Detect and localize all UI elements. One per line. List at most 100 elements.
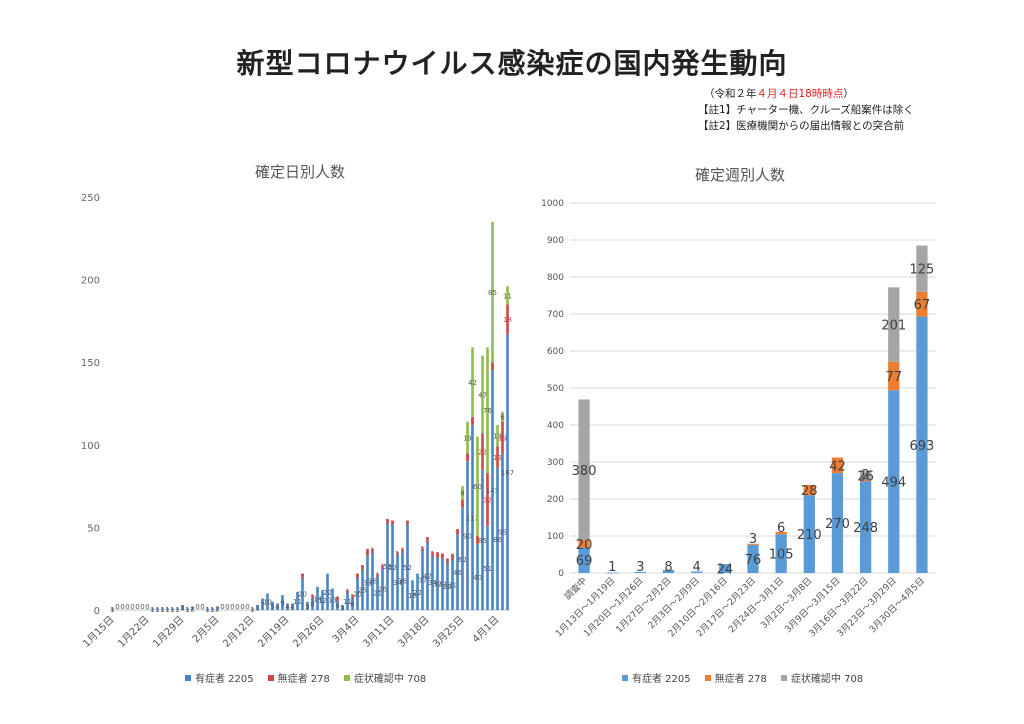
legend-weekly-asymptomatic: 無症者 278 [704,670,767,685]
weekly-data-label: 6 [777,521,785,536]
weekly-y-tick-label: 400 [547,421,564,431]
daily-bar-segment [261,598,264,610]
daily-data-label: 52 [403,564,412,572]
daily-bar-segment [461,486,464,500]
daily-bar-segment [471,347,474,417]
weekly-bar-segment [775,531,787,535]
daily-bar-segment [396,553,399,610]
daily-data-label: 3 [455,529,459,537]
daily-data-label: 0 [140,603,144,611]
weekly-y-tick-label: 600 [547,347,564,357]
daily-bar-segment [461,499,464,508]
weekly-bar-segment [634,571,647,573]
daily-data-label: 86 [493,536,502,544]
daily-data-label: 2 [335,595,339,603]
daily-data-label: 37 [418,576,427,584]
daily-data-label: 1 [350,593,354,601]
daily-data-label: 5 [305,603,309,611]
daily-data-label: 42 [468,379,477,387]
daily-data-label: 36 [368,577,377,585]
daily-data-label: 22 [478,448,487,456]
daily-bar-segment [276,603,279,610]
daily-bar-segment [166,608,169,610]
daily-bar-segment [406,524,409,610]
daily-data-label: 5 [475,537,479,545]
weekly-data-label: 3 [636,560,644,575]
daily-data-label: 13 [493,433,502,441]
daily-data-label: 2 [190,605,194,613]
daily-data-label: 5 [270,603,274,611]
daily-bar-segment [156,608,159,610]
daily-y-tick-label: 50 [87,523,100,534]
daily-y-tick-label: 0 [94,606,100,617]
legend-confirming: 症状確認中 708 [343,670,426,685]
daily-data-label: 2 [215,605,219,613]
daily-bar-segment [381,567,384,610]
daily-bar-segment [256,605,259,610]
daily-bar-segment [346,590,349,592]
weekly-bar-segment [803,495,815,573]
daily-bar-segment [336,600,339,610]
daily-bar-segment [496,424,499,447]
daily-y-tick-label: 200 [81,276,100,287]
daily-bar-segment [431,552,434,554]
daily-data-label: 1 [370,547,374,555]
daily-bar-segment [501,411,504,422]
daily-data-label: 47 [478,391,487,399]
daily-bar-segment [476,543,479,610]
daily-data-label: 34 [428,579,437,587]
daily-data-label: 18 [408,592,417,600]
daily-bar-segment [396,552,399,554]
daily-bar-segment [471,424,474,610]
daily-data-label: 145 [486,487,499,495]
weekly-y-tick-label: 300 [547,458,564,468]
daily-data-label: 0 [125,603,129,611]
daily-data-label: 1 [430,550,434,558]
daily-data-label: 1 [250,606,254,614]
daily-data-label: 5 [470,418,474,426]
daily-data-label: 0 [230,603,234,611]
daily-bar-segment [466,453,469,462]
daily-data-label: 0 [240,603,244,611]
weekly-data-label: 8 [664,560,672,575]
daily-bar-segment [316,586,319,610]
daily-bar-segment [321,590,324,610]
daily-bar-segment [171,608,174,610]
weekly-x-tick-label: 調査中 [562,575,590,603]
daily-data-label: 0 [120,603,124,611]
weekly-y-tick-label: 0 [558,569,564,579]
weekly-data-label: 28 [801,484,818,499]
daily-data-label: 1 [375,571,379,579]
daily-data-label: 1 [420,545,424,553]
daily-bar-segment [436,557,439,610]
daily-bar-segment [311,595,314,597]
weekly-bar-segment [606,572,618,574]
daily-bar-segment [446,562,449,610]
daily-x-tick-label: 2月26日 [290,614,326,650]
weekly-bar-segment [803,484,815,496]
daily-bar-segment [291,603,294,610]
daily-data-label: 0 [195,603,199,611]
daily-bar-segment [341,605,344,610]
legend-swatch-symptomatic [185,674,191,681]
daily-bar-segment [286,603,289,610]
daily-bar-segment [401,548,404,551]
weekly-x-tick-label: 2月3日～2月9日 [646,575,702,631]
daily-data-label: 0 [225,603,229,611]
daily-bar-segment [301,573,304,577]
daily-bar-segment [506,286,509,305]
daily-bar-segment [506,334,509,610]
daily-bar-segment [421,548,424,610]
daily-data-label: 32 [483,496,492,504]
daily-data-label: 4 [275,604,280,612]
weekly-y-tick-label: 200 [547,495,564,505]
daily-bar-segment [381,565,384,568]
legend-swatch-weekly-confirming [780,674,787,681]
daily-data-label: 21 [373,590,382,598]
weekly-bar-segment [888,287,900,362]
daily-x-tick-label: 1月29日 [150,614,186,650]
daily-bar-segment [481,433,484,470]
weekly-bar-segment [916,245,928,292]
